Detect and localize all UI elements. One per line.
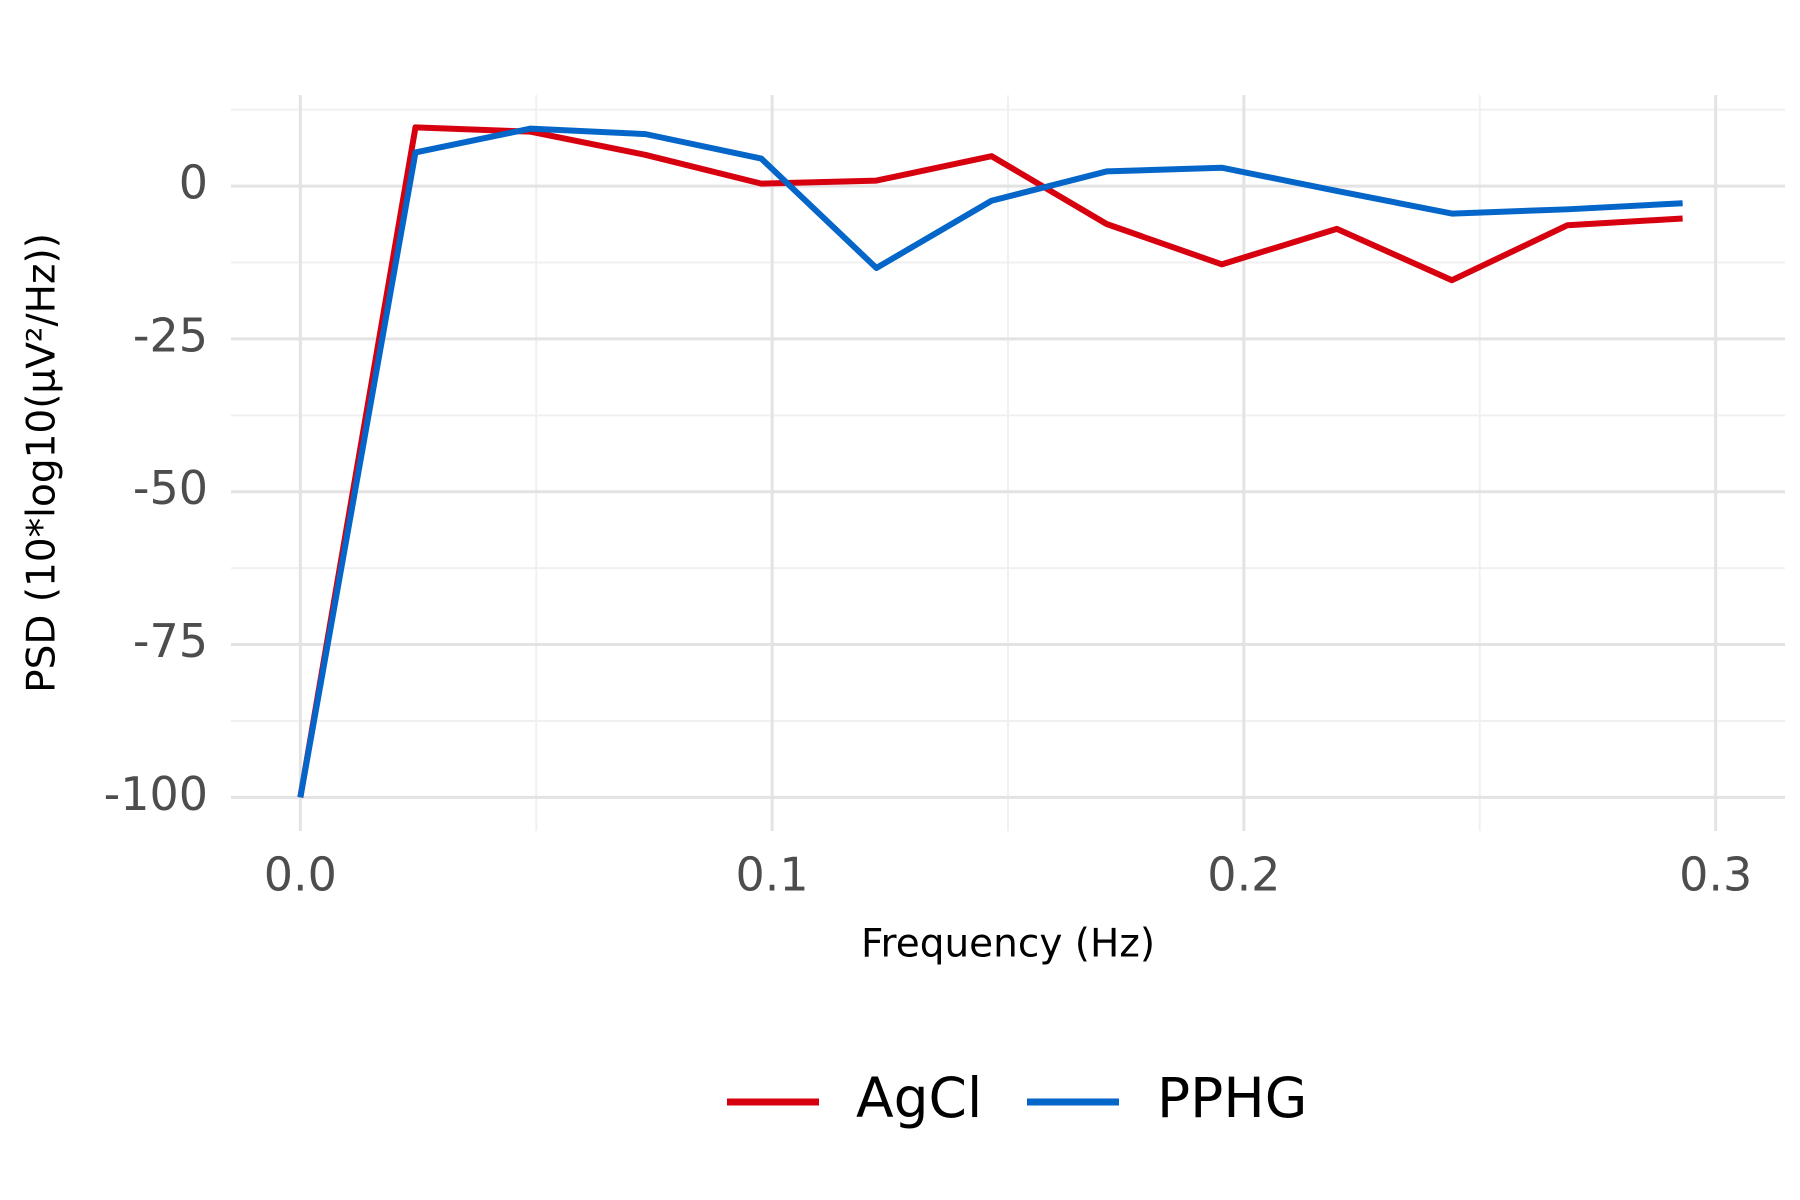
y-axis-label: PSD (10*log10(µV²/Hz)): [20, 233, 65, 693]
legend-label: PPHG: [1157, 1066, 1307, 1130]
x-tick-label: 0.2: [1207, 848, 1280, 902]
legend-label: AgCl: [856, 1066, 982, 1130]
y-tick-label: 0: [179, 156, 208, 210]
line: [297, 125, 1683, 798]
x-axis-label: Frequency (Hz): [861, 922, 1155, 967]
x-tick-label: 0.3: [1679, 848, 1752, 902]
x-tick-label: 0.0: [264, 848, 337, 902]
x-tick-label: 0.1: [736, 848, 809, 902]
y-tick-label: -100: [104, 767, 208, 821]
y-tick-label: -25: [133, 308, 208, 362]
line: [297, 124, 1683, 798]
y-tick-label: -50: [133, 461, 208, 515]
y-tick-label: -75: [133, 614, 208, 668]
